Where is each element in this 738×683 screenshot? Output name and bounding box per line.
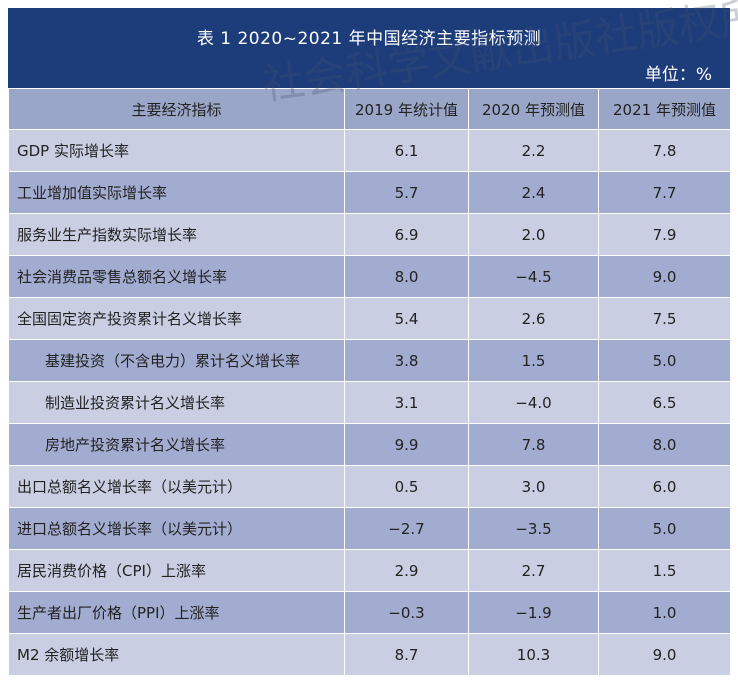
table-row: 基建投资（不含电力）累计名义增长率 3.8 1.5 5.0 — [8, 339, 731, 382]
title-bar: 表 1 2020~2021 年中国经济主要指标预测 单位：% — [8, 8, 730, 88]
value-2020: −3.5 — [468, 507, 599, 550]
row-label: 社会消费品零售总额名义增长率 — [8, 255, 345, 298]
value-2021: 9.0 — [598, 255, 731, 298]
table-row: 社会消费品零售总额名义增长率 8.0 −4.5 9.0 — [8, 255, 731, 298]
value-2021: 6.0 — [598, 465, 731, 508]
header-2019: 2019 年统计值 — [344, 88, 469, 130]
unit-label: 单位：% — [644, 65, 712, 85]
value-2020: −4.0 — [468, 381, 599, 424]
table-row: 制造业投资累计名义增长率 3.1 −4.0 6.5 — [8, 381, 731, 424]
value-2020: 7.8 — [468, 423, 599, 466]
value-2019: 6.1 — [344, 129, 469, 172]
value-2019: 6.9 — [344, 213, 469, 256]
value-2020: 2.0 — [468, 213, 599, 256]
value-2019: 8.0 — [344, 255, 469, 298]
value-2020: 2.4 — [468, 171, 599, 214]
table-row: M2 余额增长率 8.7 10.3 9.0 — [8, 633, 731, 676]
row-label: 居民消费价格（CPI）上涨率 — [8, 549, 345, 592]
value-2019: 0.5 — [344, 465, 469, 508]
value-2021: 7.9 — [598, 213, 731, 256]
header-2020: 2020 年预测值 — [468, 88, 599, 130]
value-2019: −0.3 — [344, 591, 469, 634]
table-row: 全国固定资产投资累计名义增长率 5.4 2.6 7.5 — [8, 297, 731, 340]
row-label: 基建投资（不含电力）累计名义增长率 — [8, 339, 345, 382]
row-label: 全国固定资产投资累计名义增长率 — [8, 297, 345, 340]
value-2021: 7.7 — [598, 171, 731, 214]
row-label: 工业增加值实际增长率 — [8, 171, 345, 214]
value-2020: −4.5 — [468, 255, 599, 298]
value-2021: 6.5 — [598, 381, 731, 424]
value-2019: 8.7 — [344, 633, 469, 676]
table-row: 出口总额名义增长率（以美元计） 0.5 3.0 6.0 — [8, 465, 731, 508]
header-indicator: 主要经济指标 — [8, 88, 345, 130]
indicator-table: 主要经济指标 2019 年统计值 2020 年预测值 2021 年预测值 GDP… — [8, 88, 731, 676]
table-row: 服务业生产指数实际增长率 6.9 2.0 7.9 — [8, 213, 731, 256]
value-2021: 9.0 — [598, 633, 731, 676]
row-label: 生产者出厂价格（PPI）上涨率 — [8, 591, 345, 634]
value-2019: 5.7 — [344, 171, 469, 214]
value-2021: 1.5 — [598, 549, 731, 592]
value-2020: 1.5 — [468, 339, 599, 382]
value-2019: −2.7 — [344, 507, 469, 550]
value-2021: 7.5 — [598, 297, 731, 340]
value-2021: 5.0 — [598, 339, 731, 382]
value-2021: 8.0 — [598, 423, 731, 466]
table-row: GDP 实际增长率 6.1 2.2 7.8 — [8, 129, 731, 172]
header-2021: 2021 年预测值 — [598, 88, 731, 130]
row-label: 制造业投资累计名义增长率 — [8, 381, 345, 424]
row-label: 出口总额名义增长率（以美元计） — [8, 465, 345, 508]
value-2019: 3.1 — [344, 381, 469, 424]
table-row: 进口总额名义增长率（以美元计） −2.7 −3.5 5.0 — [8, 507, 731, 550]
indicator-table-figure: 表 1 2020~2021 年中国经济主要指标预测 单位：% 主要经济指标 20… — [8, 0, 738, 676]
value-2020: 3.0 — [468, 465, 599, 508]
value-2021: 1.0 — [598, 591, 731, 634]
value-2020: 2.6 — [468, 297, 599, 340]
value-2019: 2.9 — [344, 549, 469, 592]
row-label: GDP 实际增长率 — [8, 129, 345, 172]
value-2019: 5.4 — [344, 297, 469, 340]
table-row: 生产者出厂价格（PPI）上涨率 −0.3 −1.9 1.0 — [8, 591, 731, 634]
header-row: 主要经济指标 2019 年统计值 2020 年预测值 2021 年预测值 — [8, 88, 731, 130]
value-2021: 7.8 — [598, 129, 731, 172]
value-2020: 2.7 — [468, 549, 599, 592]
value-2019: 3.8 — [344, 339, 469, 382]
row-label: 服务业生产指数实际增长率 — [8, 213, 345, 256]
row-label: M2 余额增长率 — [8, 633, 345, 676]
row-label: 房地产投资累计名义增长率 — [8, 423, 345, 466]
value-2020: 10.3 — [468, 633, 599, 676]
table-row: 居民消费价格（CPI）上涨率 2.9 2.7 1.5 — [8, 549, 731, 592]
table-title: 表 1 2020~2021 年中国经济主要指标预测 — [196, 29, 542, 49]
value-2020: 2.2 — [468, 129, 599, 172]
row-label: 进口总额名义增长率（以美元计） — [8, 507, 345, 550]
value-2020: −1.9 — [468, 591, 599, 634]
value-2019: 9.9 — [344, 423, 469, 466]
table-row: 房地产投资累计名义增长率 9.9 7.8 8.0 — [8, 423, 731, 466]
table-row: 工业增加值实际增长率 5.7 2.4 7.7 — [8, 171, 731, 214]
value-2021: 5.0 — [598, 507, 731, 550]
